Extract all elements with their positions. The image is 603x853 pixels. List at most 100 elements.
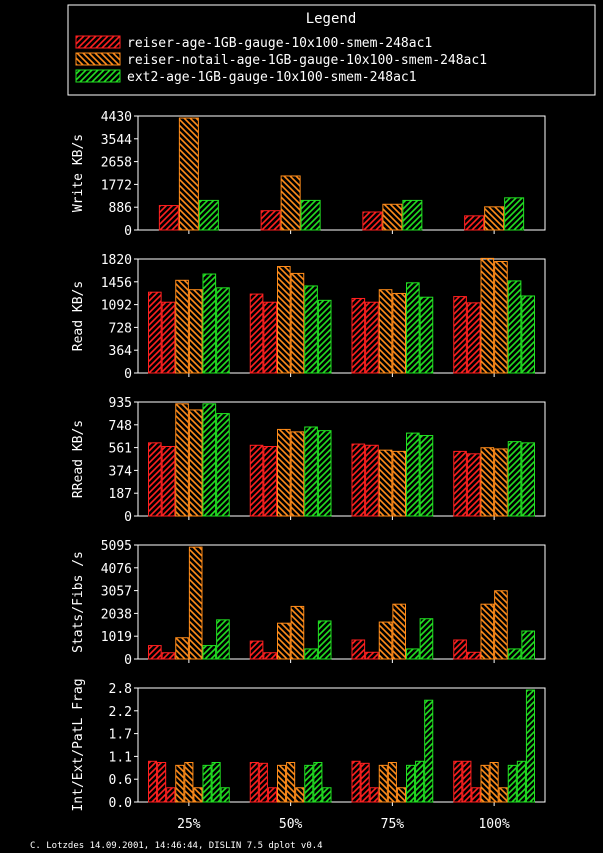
bar (453, 296, 467, 374)
bar (351, 443, 366, 517)
legend-swatch (75, 52, 121, 66)
bar (304, 285, 318, 374)
bar (290, 605, 305, 660)
bar (188, 289, 203, 374)
y-tick-label: 728 (109, 321, 132, 336)
bar (178, 117, 199, 231)
bar (263, 301, 277, 374)
panel-frame (137, 258, 546, 374)
y-tick-label: 4430 (101, 110, 132, 125)
bar (392, 292, 406, 374)
bar (277, 266, 291, 374)
bar (504, 197, 525, 231)
bar (365, 301, 379, 374)
bar (406, 764, 416, 803)
y-tick-label: 1.1 (109, 750, 132, 765)
bar (202, 645, 217, 660)
bar (216, 619, 230, 660)
bar (362, 211, 383, 231)
bar (290, 431, 305, 517)
bar (304, 764, 314, 803)
bar (462, 760, 472, 803)
bar (494, 590, 508, 660)
panel: 0 364 728 1092 1456 1820 Read KB/s (71, 253, 546, 382)
bar (202, 764, 212, 803)
bar (198, 199, 219, 231)
y-tick-label: 1.7 (109, 728, 132, 743)
y-tick-label: 2658 (101, 156, 132, 171)
bar (507, 280, 522, 374)
y-tick-label: 2.8 (109, 682, 132, 697)
bar (300, 199, 321, 231)
bar (161, 446, 176, 517)
bar (161, 301, 176, 374)
bar (351, 760, 361, 803)
y-tick-label: 0 (124, 653, 132, 668)
legend-label: ext2-age-1GB-gauge-10x100-smem-248ac1 (127, 70, 417, 85)
y-axis-label: RRead KB/s (71, 420, 86, 498)
y-tick-label: 0 (124, 510, 132, 525)
bar (317, 620, 332, 660)
bar (267, 787, 277, 803)
bar (489, 762, 499, 803)
y-axis-label: Write KB/s (71, 134, 86, 212)
legend-swatch (75, 35, 121, 49)
y-tick-label: 364 (109, 344, 133, 359)
panel-frame (137, 544, 546, 660)
bar (148, 291, 162, 374)
legend-frame (67, 4, 596, 96)
bar (216, 287, 230, 374)
bar (148, 442, 162, 517)
bar (392, 603, 406, 660)
bar (317, 299, 332, 374)
bar (280, 175, 301, 231)
panel: 0 886 1772 2658 3544 4430 Write KB/s (71, 110, 546, 239)
bar (158, 205, 179, 231)
bar (304, 648, 318, 660)
bar (317, 430, 332, 517)
y-tick-label: 187 (109, 487, 132, 502)
footer-text: C. Lotzdes 14.09.2001, 14:46:44, DISLIN … (30, 841, 323, 851)
bar (378, 621, 393, 660)
bar (396, 787, 406, 803)
bar (494, 261, 508, 374)
bar (188, 409, 203, 517)
bar (419, 296, 434, 374)
x-tick-label: 50% (279, 817, 303, 832)
bar (351, 297, 366, 374)
bar (498, 787, 508, 803)
bar (295, 787, 305, 803)
y-tick-label: 1092 (101, 299, 132, 314)
bar (290, 272, 305, 374)
bar (211, 762, 221, 803)
bar (161, 652, 176, 660)
bar (216, 413, 230, 517)
panel: 0 1019 2038 3057 4076 5095 Stats/Fibs /s (71, 539, 546, 668)
bar (260, 210, 281, 231)
y-tick-label: 4076 (101, 562, 132, 577)
y-axis-label: Stats/Fibs /s (71, 551, 86, 653)
bar (193, 787, 203, 803)
bar (378, 289, 393, 374)
bar (392, 450, 406, 517)
bar (166, 787, 176, 803)
bar (480, 257, 495, 374)
y-tick-label: 561 (109, 442, 132, 457)
bar (471, 787, 481, 803)
legend: Legend reiser-age-1GB-gauge-10x100-smem-… (67, 4, 596, 96)
bar (402, 199, 423, 231)
x-tick-label: 25% (177, 817, 201, 832)
y-tick-label: 2.2 (109, 705, 132, 720)
bar (424, 699, 434, 803)
bar (525, 689, 536, 803)
panel: 0.0 0.6 1.1 1.7 2.2 2.8 Int/Ext/PatL Frag 25% 50… (71, 678, 546, 832)
bar (188, 546, 203, 660)
bar (277, 428, 291, 517)
bar (415, 760, 425, 803)
bar (507, 441, 522, 517)
y-tick-label: 0 (124, 224, 132, 239)
bar (202, 273, 217, 374)
bar (484, 206, 505, 231)
bar (521, 295, 535, 374)
legend-label: reiser-notail-age-1GB-gauge-10x100-smem-… (127, 53, 487, 68)
